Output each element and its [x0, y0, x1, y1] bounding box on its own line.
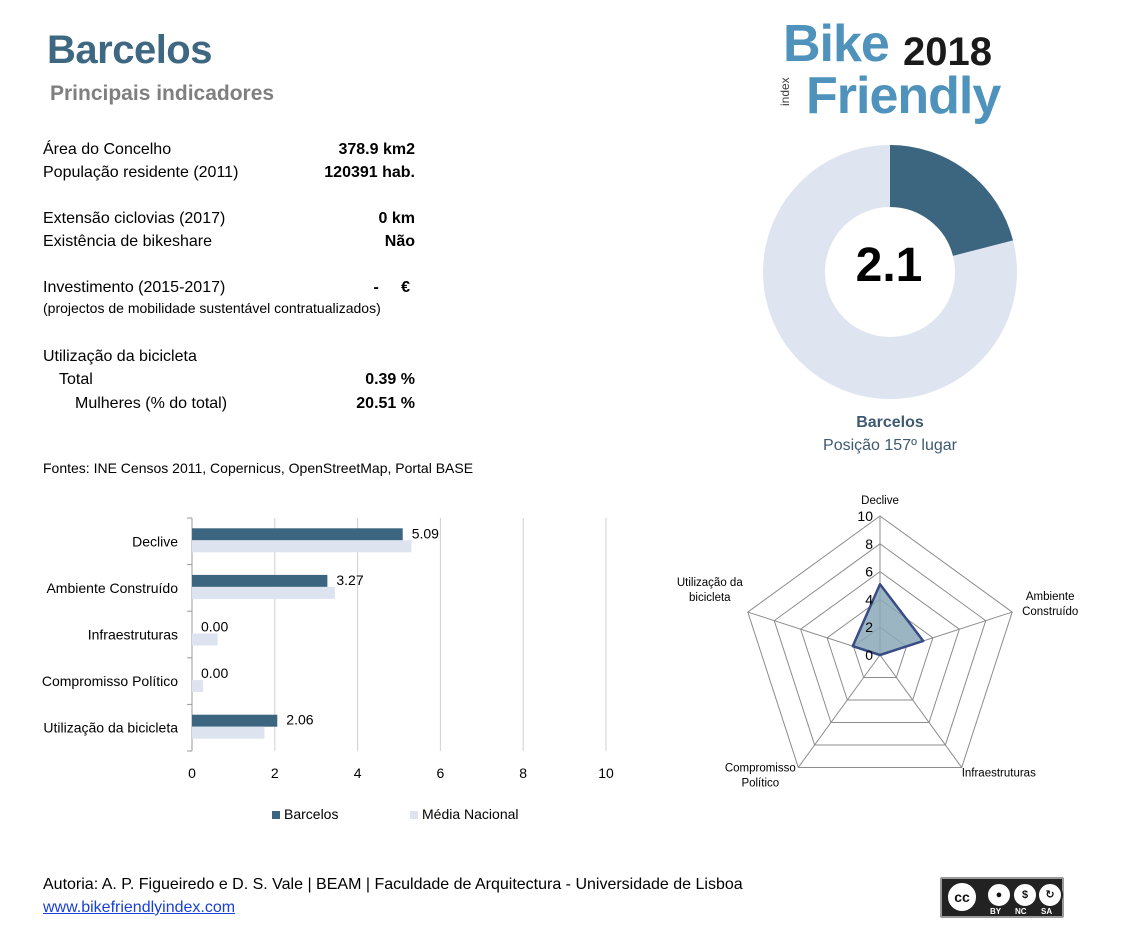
data-label: 0.00: [201, 665, 228, 681]
indicator-value: - €: [373, 279, 410, 296]
bar-media-nacional: [192, 726, 265, 739]
category-label: Compromisso Político: [42, 673, 178, 689]
radar-axis-label: Infraestruturas: [962, 767, 1036, 779]
bar-media-nacional: [192, 586, 335, 599]
indicator-bikeshare: Existência de bikeshare Não: [43, 231, 415, 253]
radar-tick-label: 4: [865, 591, 873, 607]
indicator-value: 120391 hab.: [324, 164, 415, 181]
radar-tick-label: 10: [857, 508, 873, 524]
x-tick-label: 2: [271, 765, 279, 781]
radar-axis-label: Ambiente: [1026, 591, 1075, 603]
indicator-investment: Investimento (2015-2017) - €: [43, 277, 410, 299]
data-label: 3.27: [336, 572, 363, 588]
bar-barcelos: [192, 528, 403, 541]
radar-axis-label: Compromisso: [725, 762, 796, 774]
indicators-bar-chart: 0 2 4 6 8 10 Declive 5.09 Ambiente Construído 3.2…: [42, 517, 614, 822]
bar-barcelos: [192, 714, 278, 727]
indicator-usage-women: Mulheres (% do total) 20.51 %: [43, 393, 415, 415]
indicator-label: Existência de bikeshare: [43, 233, 212, 250]
creative-commons-badge: cc ● $ ↻ BY NC SA: [940, 877, 1064, 918]
indicator-label: Mulheres (% do total): [75, 395, 228, 412]
sources-text: Fontes: INE Censos 2011, Copernicus, Ope…: [43, 460, 474, 476]
legend-swatch-barcelos: [272, 811, 280, 819]
indicator-area: Área do Concelho 378.9 km2: [43, 139, 415, 161]
x-tick-label: 0: [188, 765, 196, 781]
bike-friendly-logo: Bike 2018 index Friendly: [760, 14, 1022, 134]
cc-sa-label: SA: [1041, 907, 1053, 916]
indicator-cycleways: Extensão ciclovias (2017) 0 km: [43, 208, 415, 230]
x-tick-label: 10: [598, 765, 614, 781]
indicator-label: Total: [59, 371, 93, 388]
legend-label-media-nacional: Média Nacional: [422, 806, 519, 822]
bar-media-nacional: [192, 540, 412, 553]
data-label: 5.09: [412, 525, 439, 541]
legend-label-barcelos: Barcelos: [284, 806, 338, 822]
attribution-icon: ●: [986, 882, 1012, 908]
score-value: 2.1: [855, 239, 923, 292]
category-label: Utilização da bicicleta: [43, 720, 178, 736]
share-alike-icon: ↻: [1037, 882, 1063, 908]
radar-axis-label: Declive: [861, 495, 899, 507]
x-tick-label: 8: [519, 765, 527, 781]
radar-ring: [773, 543, 987, 746]
x-tick-label: 6: [437, 765, 445, 781]
radar-series-barcelos: [851, 582, 925, 657]
investment-note: (projectos de mobilidade sustentável con…: [43, 300, 381, 316]
indicator-value: 378.9 km2: [338, 141, 415, 158]
footer-website-link[interactable]: www.bikefriendlyindex.com: [43, 899, 236, 916]
indicator-value: 0 km: [378, 210, 415, 227]
indicator-label: População residente (2011): [43, 164, 239, 181]
radar-spoke: [879, 654, 963, 768]
radar-tick-label: 2: [865, 619, 873, 635]
indicator-label: Extensão ciclovias (2017): [43, 210, 226, 227]
category-label: Ambiente Construído: [46, 580, 178, 596]
bar-media-nacional: [192, 680, 204, 693]
logo-friendly-text: Friendly: [806, 67, 1001, 125]
radar-tick-label: 6: [865, 564, 873, 580]
indicator-value: 20.51 %: [356, 395, 415, 412]
logo-year: 2018: [903, 30, 992, 74]
category-label: Declive: [132, 533, 178, 549]
radar-ring: [826, 598, 934, 701]
footer-authors: Autoria: A. P. Figueiredo e D. S. Vale |…: [43, 876, 743, 893]
non-commercial-icon: $: [1012, 882, 1038, 908]
radar-axis-label: Utilização da: [677, 577, 743, 589]
cc-nc-label: NC: [1015, 907, 1027, 916]
page-subtitle: Principais indicadores: [50, 82, 275, 105]
cc-icon: cc: [946, 881, 978, 913]
radar-axis-label: Político: [741, 777, 779, 789]
page-title: Barcelos: [47, 28, 212, 72]
bar-media-nacional: [192, 633, 218, 646]
indicator-population: População residente (2011) 120391 hab.: [43, 162, 415, 184]
radar-ring: [747, 515, 1013, 768]
logo-bike-text: Bike: [783, 15, 890, 73]
indicator-label: Investimento (2015-2017): [43, 279, 226, 296]
radar-ring: [800, 570, 960, 723]
logo-index-text: index: [778, 77, 792, 106]
ranking-municipality: Barcelos: [856, 414, 924, 431]
score-donut-chart: [763, 145, 1017, 399]
radar-tick-label: 0: [865, 647, 873, 663]
ranking-position: Posição 157º lugar: [823, 437, 957, 454]
indicator-label: Utilização da bicicleta: [43, 348, 197, 365]
bar-barcelos: [192, 574, 328, 587]
indicator-usage: Utilização da bicicleta: [43, 346, 415, 368]
data-label: 0.00: [201, 619, 228, 635]
radar-axis-label: Construído: [1022, 606, 1078, 618]
indicator-usage-total: Total 0.39 %: [43, 369, 415, 391]
radar-axis-label: bicicleta: [689, 592, 731, 604]
donut-score-arc: [888, 145, 1014, 257]
radar-tick-label: 8: [865, 536, 873, 552]
indicator-value: Não: [384, 233, 415, 250]
x-tick-label: 4: [354, 765, 362, 781]
indicator-label: Área do Concelho: [43, 141, 172, 158]
radar-spoke: [797, 654, 881, 768]
cc-by-label: BY: [990, 907, 1002, 916]
category-label: Infraestruturas: [88, 627, 178, 643]
legend-swatch-media-nacional: [410, 811, 418, 819]
indicator-value: 0.39 %: [365, 371, 415, 388]
data-label: 2.06: [286, 712, 313, 728]
